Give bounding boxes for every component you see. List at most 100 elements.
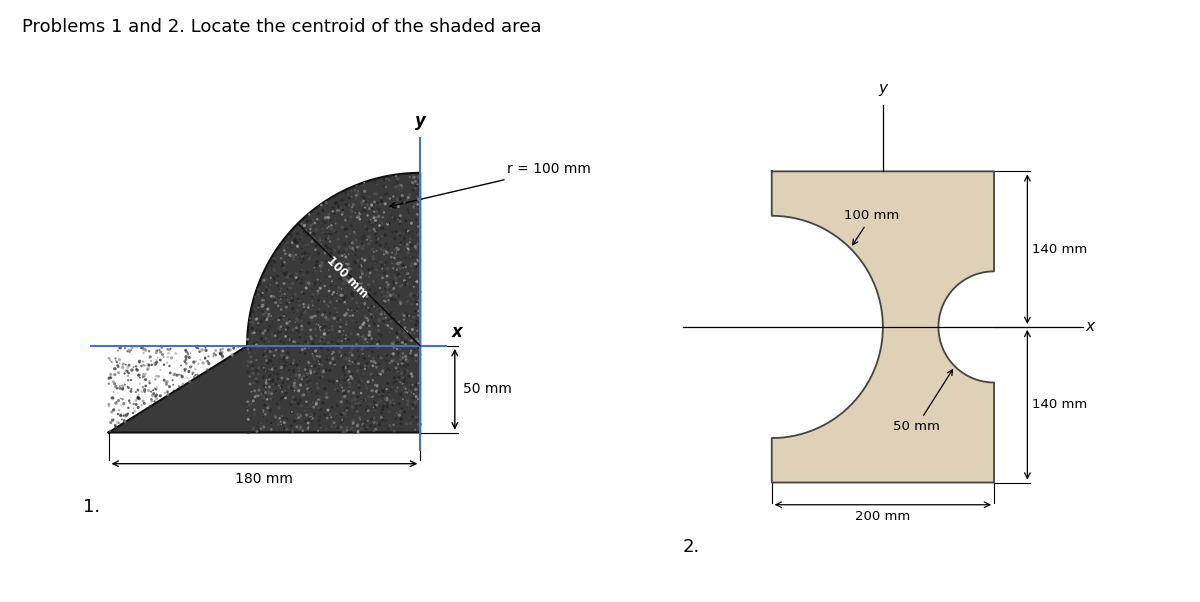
Point	[282, 335, 301, 344]
Point	[385, 426, 404, 436]
Point	[278, 378, 298, 388]
Point	[350, 323, 370, 332]
Point	[370, 369, 389, 379]
Point	[262, 424, 281, 434]
Point	[299, 249, 318, 259]
Point	[335, 275, 354, 284]
Point	[372, 244, 391, 254]
Point	[350, 329, 370, 339]
Point	[106, 423, 125, 432]
Point	[372, 198, 391, 208]
Point	[134, 371, 154, 381]
Point	[157, 377, 176, 386]
Point	[352, 267, 371, 276]
Point	[254, 295, 274, 305]
Point	[337, 199, 356, 209]
Point	[120, 398, 139, 408]
Point	[395, 329, 414, 338]
Point	[385, 253, 404, 263]
Point	[347, 207, 366, 217]
Point	[282, 252, 301, 261]
Point	[276, 237, 295, 246]
Point	[364, 413, 383, 423]
Point	[306, 311, 325, 321]
Point	[298, 370, 317, 379]
Point	[172, 370, 191, 380]
Point	[304, 397, 323, 407]
Point	[365, 197, 384, 207]
Point	[358, 423, 377, 432]
Point	[173, 379, 192, 389]
Point	[379, 280, 398, 290]
Point	[340, 378, 359, 388]
Point	[286, 290, 305, 299]
Point	[299, 387, 318, 397]
Point	[324, 414, 343, 423]
Point	[373, 415, 392, 425]
Point	[240, 379, 259, 389]
Point	[241, 352, 260, 362]
Point	[288, 241, 307, 251]
Point	[305, 311, 324, 321]
Point	[119, 409, 138, 418]
Point	[348, 189, 367, 199]
Point	[402, 351, 421, 361]
Point	[132, 343, 151, 353]
Point	[360, 217, 379, 226]
Point	[334, 415, 353, 425]
Point	[316, 229, 335, 239]
Point	[341, 424, 360, 433]
Point	[359, 406, 378, 415]
Point	[389, 244, 408, 254]
Point	[272, 290, 292, 299]
Text: 180 mm: 180 mm	[235, 473, 293, 486]
Text: 1.: 1.	[83, 498, 100, 517]
Point	[259, 372, 278, 382]
Point	[331, 397, 350, 407]
Point	[244, 320, 263, 329]
Point	[340, 353, 359, 363]
Point	[320, 358, 340, 368]
Point	[254, 363, 274, 373]
Point	[251, 424, 270, 433]
Point	[373, 213, 392, 222]
Point	[284, 365, 304, 374]
Point	[264, 379, 283, 389]
Point	[308, 249, 328, 258]
Point	[329, 336, 348, 346]
Point	[282, 293, 301, 303]
Point	[151, 355, 170, 365]
Point	[253, 405, 272, 415]
Point	[331, 409, 350, 419]
Point	[108, 409, 127, 419]
Point	[380, 218, 400, 228]
Point	[288, 274, 307, 284]
Point	[390, 399, 409, 408]
Point	[397, 242, 416, 252]
Point	[289, 364, 308, 373]
Point	[126, 396, 145, 405]
Point	[382, 351, 401, 361]
Point	[292, 279, 311, 288]
Point	[361, 369, 380, 379]
Point	[283, 272, 302, 281]
Point	[407, 337, 426, 346]
Point	[338, 376, 358, 386]
Point	[164, 370, 184, 380]
Point	[367, 246, 386, 255]
Point	[319, 341, 338, 351]
Point	[331, 423, 350, 432]
Point	[289, 273, 308, 283]
Point	[263, 329, 282, 339]
Point	[380, 327, 400, 337]
Point	[349, 256, 368, 266]
Point	[349, 329, 368, 339]
Point	[372, 193, 391, 202]
Point	[372, 258, 391, 267]
Point	[409, 343, 428, 353]
Point	[296, 371, 316, 381]
Point	[410, 385, 430, 395]
Point	[383, 324, 402, 334]
Point	[324, 418, 343, 427]
Point	[106, 364, 125, 373]
